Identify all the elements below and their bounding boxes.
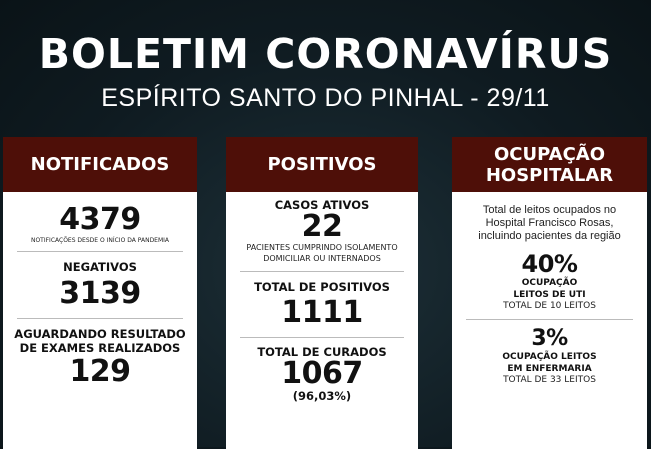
- enf-label: EM ENFERMARIA: [507, 364, 592, 374]
- ocupacao-desc: incluindo pacientes da região: [478, 230, 621, 242]
- panel-header: NOTIFICADOS: [3, 137, 197, 192]
- ativos-note: DOMICILIAR OU INTERNADOS: [263, 254, 381, 263]
- curados-label: TOTAL DE CURADOS: [257, 345, 387, 359]
- panel-header: POSITIVOS: [226, 137, 418, 192]
- curados-value: 1067: [281, 356, 363, 391]
- ativos-value: 22: [301, 209, 343, 244]
- panel-title: POSITIVOS: [267, 154, 377, 175]
- total-positivos-value: 1111: [281, 295, 363, 330]
- divider: [466, 319, 633, 320]
- total-positivos-label: TOTAL DE POSITIVOS: [254, 280, 390, 294]
- ativos-label: CASOS ATIVOS: [274, 198, 370, 212]
- aguardando-value: 129: [69, 354, 131, 389]
- uti-pct: 40%: [521, 250, 578, 278]
- uti-total: TOTAL DE 10 LEITOS: [503, 301, 596, 311]
- negativos-value: 3139: [59, 276, 141, 311]
- enf-total: TOTAL DE 33 LEITOS: [503, 375, 596, 385]
- page-title: BOLETIM CORONAVÍRUS: [38, 30, 613, 78]
- ativos-note: PACIENTES CUMPRINDO ISOLAMENTO: [246, 243, 398, 252]
- ocupacao-panel: OCUPAÇÃO HOSPITALAR Total de leitos ocupa…: [452, 137, 647, 449]
- negativos-label: NEGATIVOS: [63, 260, 137, 274]
- notificados-note: NOTIFICAÇÕES DESDE O INÍCIO DA PANDEMIA: [30, 237, 170, 244]
- aguardando-label: AGUARDANDO RESULTADO: [14, 327, 186, 341]
- aguardando-label: DE EXAMES REALIZADOS: [19, 341, 181, 355]
- panel-title: NOTIFICADOS: [30, 154, 170, 175]
- divider: [240, 337, 404, 338]
- page-subtitle: ESPÍRITO SANTO DO PINHAL - 29/11: [101, 84, 550, 112]
- enf-label: OCUPAÇÃO LEITOS: [502, 352, 597, 362]
- ocupacao-desc: Hospital Francisco Rosas,: [485, 217, 614, 229]
- uti-label: LEITOS DE UTI: [513, 290, 586, 300]
- panel-header: OCUPAÇÃO HOSPITALAR: [452, 137, 647, 192]
- positivos-panel: POSITIVOS CASOS ATIVOS 22 PACIENTES CUMP…: [226, 137, 418, 449]
- enf-pct: 3%: [531, 326, 568, 351]
- curados-pct: (96,03%): [292, 389, 352, 403]
- divider: [240, 271, 404, 272]
- notificados-panel: NOTIFICADOS 4379 NOTIFICAÇÕES DESDE O IN…: [3, 137, 197, 449]
- uti-label: OCUPAÇÃO: [521, 278, 578, 288]
- notificados-value: 4379: [59, 202, 141, 237]
- divider: [17, 318, 183, 319]
- divider: [17, 251, 183, 252]
- panel-title: OCUPAÇÃO: [493, 143, 606, 165]
- panel-title: HOSPITALAR: [485, 164, 614, 186]
- ocupacao-desc: Total de leitos ocupados no: [482, 204, 617, 216]
